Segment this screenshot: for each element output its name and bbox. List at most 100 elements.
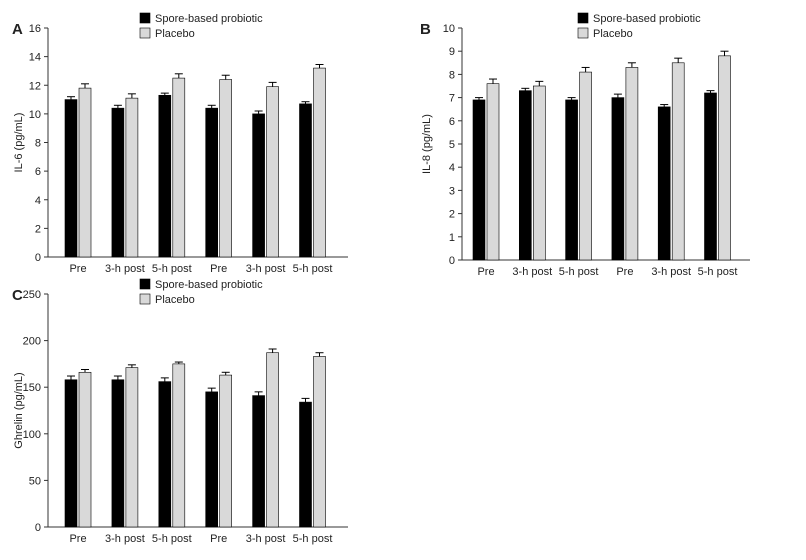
bar-probiotic-1 bbox=[472, 99, 486, 261]
bar-placebo-3 bbox=[172, 363, 186, 528]
x-tick-label: 3-h post bbox=[105, 533, 145, 545]
legend-label: Placebo bbox=[155, 28, 195, 40]
bar-probiotic-4 bbox=[611, 97, 625, 261]
y-tick-label: 7 bbox=[449, 93, 455, 105]
y-axis-label: IL-6 (pg/mL) bbox=[13, 113, 25, 173]
x-tick-label: 3-h post bbox=[246, 263, 286, 275]
panel-c: C Ghrelin (pg/mL) 0 50 100 150 200 250 Pre 3-h po… bbox=[12, 278, 348, 545]
bar-probiotic-1 bbox=[64, 379, 78, 528]
bar-placebo-3 bbox=[172, 77, 186, 258]
y-tick-label: 3 bbox=[449, 185, 455, 197]
bar-placebo-6 bbox=[718, 55, 731, 261]
legend: Spore-based probiotic Placebo bbox=[577, 12, 701, 40]
x-tick-label: 3-h post bbox=[651, 266, 691, 278]
y-tick-label: 9 bbox=[449, 46, 455, 58]
y-axis-label: Ghrelin (pg/mL) bbox=[13, 372, 25, 448]
legend-label: Spore-based probiotic bbox=[155, 279, 263, 291]
x-tick-label: 5-h post bbox=[152, 263, 192, 275]
bar-placebo-5 bbox=[266, 86, 279, 258]
x-tick-label: Pre bbox=[210, 533, 227, 545]
bar-probiotic-5 bbox=[657, 106, 671, 261]
y-tick-label: 6 bbox=[449, 116, 455, 128]
bar-placebo-1 bbox=[486, 83, 500, 261]
panel-letter: C bbox=[12, 287, 23, 304]
bar-probiotic-5 bbox=[252, 113, 265, 258]
legend-swatch bbox=[139, 293, 151, 305]
y-tick-label: 1 bbox=[449, 232, 455, 244]
bar-probiotic-5 bbox=[252, 395, 265, 528]
y-tick-label: 5 bbox=[449, 139, 455, 151]
y-tick-label: 2 bbox=[35, 223, 41, 235]
bar-placebo-2 bbox=[532, 85, 546, 261]
y-tick-label: 50 bbox=[29, 475, 41, 487]
y-tick-label: 0 bbox=[35, 252, 41, 264]
bar-probiotic-4 bbox=[205, 107, 218, 258]
y-axis-label: IL-8 (pg/mL) bbox=[421, 114, 433, 174]
bar-probiotic-2 bbox=[111, 107, 125, 258]
y-tick-label: 0 bbox=[449, 255, 455, 267]
legend-swatch bbox=[577, 27, 589, 39]
bar-probiotic-6 bbox=[299, 401, 312, 528]
legend-label: Spore-based probiotic bbox=[155, 13, 263, 25]
y-tick-label: 100 bbox=[23, 429, 41, 441]
bar-probiotic-2 bbox=[518, 90, 532, 261]
panel-b: B IL-8 (pg/mL) 0 1 2 3 4 5 6 7 8 9 10 Pre 3-h post 5-h … bbox=[420, 12, 750, 278]
legend: Spore-based probiotic Placebo bbox=[139, 12, 263, 40]
panel-letter: A bbox=[12, 21, 23, 38]
bar-placebo-4 bbox=[219, 79, 232, 258]
x-tick-label: 5-h post bbox=[293, 263, 333, 275]
y-tick-label: 10 bbox=[443, 23, 455, 35]
bar-placebo-5 bbox=[266, 352, 279, 528]
y-tick-label: 8 bbox=[35, 138, 41, 150]
bar-probiotic-2 bbox=[111, 379, 125, 528]
legend: Spore-based probiotic Placebo bbox=[139, 278, 263, 306]
legend-label: Placebo bbox=[593, 28, 633, 40]
bar-probiotic-3 bbox=[158, 381, 172, 528]
legend-swatch bbox=[139, 12, 151, 24]
x-tick-label: 5-h post bbox=[293, 533, 333, 545]
y-tick-label: 10 bbox=[29, 109, 41, 121]
bar-probiotic-6 bbox=[704, 92, 717, 261]
panel-letter: B bbox=[420, 21, 431, 38]
legend-swatch bbox=[139, 27, 151, 39]
bar-placebo-2 bbox=[125, 97, 139, 258]
x-tick-label: 3-h post bbox=[105, 263, 145, 275]
x-tick-label: 3-h post bbox=[246, 533, 286, 545]
y-tick-label: 250 bbox=[23, 289, 41, 301]
legend-swatch bbox=[139, 278, 151, 290]
x-tick-label: 5-h post bbox=[698, 266, 738, 278]
x-tick-label: 3-h post bbox=[512, 266, 552, 278]
bar-placebo-2 bbox=[125, 367, 139, 528]
y-tick-label: 6 bbox=[35, 166, 41, 178]
x-tick-label: Pre bbox=[210, 263, 227, 275]
legend-label: Spore-based probiotic bbox=[593, 13, 701, 25]
x-tick-label: 5-h post bbox=[152, 533, 192, 545]
y-tick-label: 0 bbox=[35, 522, 41, 534]
y-tick-label: 200 bbox=[23, 336, 41, 348]
bar-placebo-4 bbox=[625, 67, 639, 261]
y-tick-label: 150 bbox=[23, 382, 41, 394]
bar-placebo-4 bbox=[219, 374, 232, 528]
legend-label: Placebo bbox=[155, 294, 195, 306]
panel-a: A IL-6 (pg/mL) 0 2 4 6 8 10 12 14 16 Pre 3-h post 5-h… bbox=[12, 12, 348, 275]
y-tick-label: 2 bbox=[449, 209, 455, 221]
x-tick-label: Pre bbox=[69, 263, 86, 275]
y-tick-label: 4 bbox=[449, 162, 455, 174]
bar-probiotic-1 bbox=[64, 99, 78, 258]
x-tick-label: Pre bbox=[477, 266, 494, 278]
y-tick-label: 14 bbox=[29, 52, 41, 64]
y-tick-label: 8 bbox=[449, 69, 455, 81]
bar-placebo-3 bbox=[579, 71, 592, 261]
bar-placebo-1 bbox=[78, 87, 92, 258]
bar-probiotic-3 bbox=[565, 99, 578, 261]
bar-placebo-6 bbox=[313, 356, 326, 528]
bar-placebo-6 bbox=[313, 67, 326, 258]
bar-placebo-5 bbox=[671, 62, 685, 261]
y-tick-label: 16 bbox=[29, 23, 41, 35]
x-tick-label: Pre bbox=[616, 266, 633, 278]
bar-probiotic-4 bbox=[205, 391, 218, 528]
x-tick-label: Pre bbox=[69, 533, 86, 545]
x-tick-label: 5-h post bbox=[559, 266, 599, 278]
bar-probiotic-3 bbox=[158, 94, 172, 258]
